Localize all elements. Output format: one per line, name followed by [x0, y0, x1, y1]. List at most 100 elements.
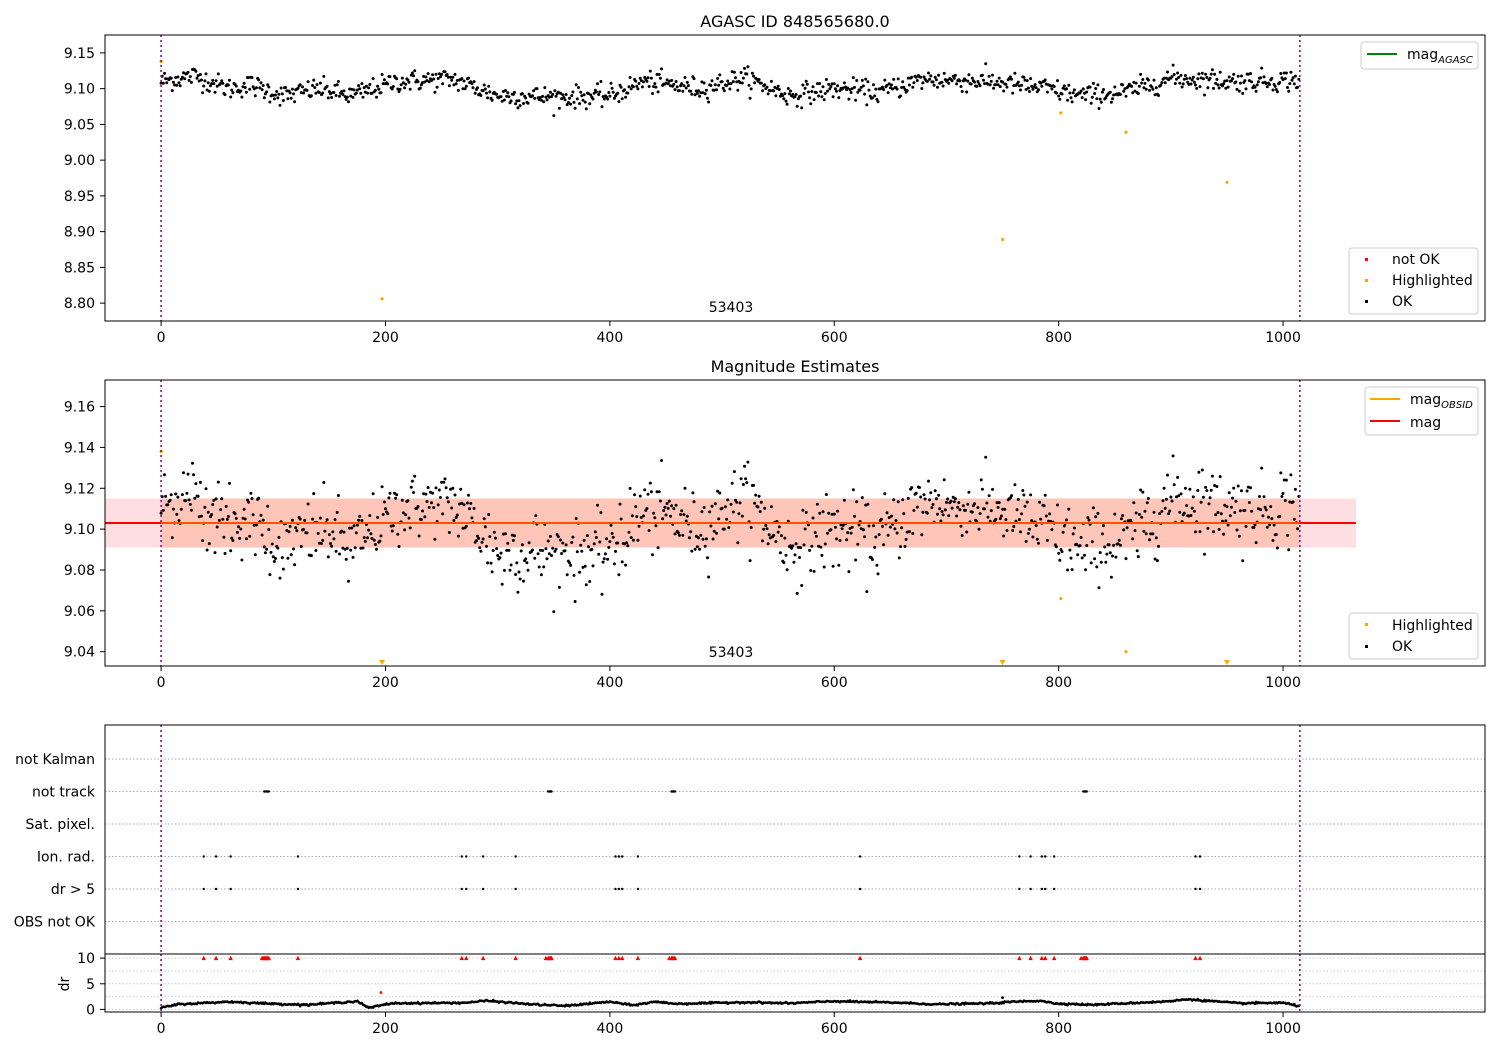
ok-point: [873, 94, 877, 98]
flag-point: [636, 855, 640, 858]
ok-point: [688, 536, 691, 540]
ok-point: [289, 96, 293, 100]
flag-point: [1194, 855, 1197, 858]
ok-point: [772, 89, 776, 93]
ok-point: [633, 493, 637, 497]
ok-point: [1243, 79, 1247, 83]
ok-point: [1180, 85, 1184, 89]
ok-point: [238, 536, 242, 540]
ok-point: [578, 570, 582, 574]
ok-point: [388, 491, 392, 495]
ok-point: [359, 546, 363, 550]
ok-point: [612, 562, 616, 566]
ok-point: [482, 517, 486, 521]
ok-point: [322, 74, 326, 78]
ok-point: [692, 77, 696, 81]
ok-point: [569, 102, 573, 106]
ok-point: [210, 82, 214, 86]
ok-point: [302, 91, 306, 95]
ok-point: [1122, 528, 1126, 532]
ok-point: [262, 545, 266, 549]
panel2-frame: [104, 379, 1486, 667]
ok-point: [672, 507, 676, 511]
ok-point: [991, 73, 994, 77]
ok-point: [1102, 524, 1105, 528]
ok-point: [563, 549, 567, 553]
ok-point: [1231, 77, 1235, 81]
ok-point: [1188, 487, 1192, 491]
dr-clipped-marker: [1193, 955, 1198, 961]
ok-point: [376, 84, 380, 88]
ok-point: [695, 92, 699, 95]
ok-point: [396, 87, 400, 91]
ok-point: [1270, 76, 1274, 80]
ok-point: [860, 496, 864, 500]
ok-point: [361, 546, 365, 550]
ok-point: [722, 527, 726, 531]
ok-point: [777, 525, 781, 529]
ok-point: [1098, 97, 1102, 101]
ok-point: [781, 94, 785, 98]
ok-point: [1160, 509, 1164, 513]
ok-point: [1071, 91, 1075, 95]
ok-point: [163, 71, 166, 75]
ok-point: [910, 486, 914, 490]
ok-point: [1279, 471, 1283, 475]
ok-point: [656, 90, 660, 94]
ok-point: [867, 88, 871, 92]
ok-point: [697, 89, 700, 93]
ok-point: [1194, 530, 1197, 534]
ok-point: [854, 98, 858, 102]
ok-point: [601, 95, 605, 99]
ok-point: [578, 102, 582, 106]
ok-point: [1241, 91, 1245, 95]
ok-point: [802, 92, 806, 95]
ok-point: [1104, 560, 1108, 564]
ok-point: [818, 511, 822, 515]
ok-point: [311, 517, 315, 521]
ok-point: [1043, 493, 1047, 497]
ok-point: [903, 544, 907, 548]
ok-point: [486, 561, 490, 565]
ok-point: [832, 82, 836, 86]
ok-point: [561, 541, 565, 545]
ok-point: [425, 500, 429, 503]
ok-point: [485, 544, 488, 548]
ok-point: [1175, 77, 1178, 81]
ok-point: [233, 512, 237, 516]
ok-point: [175, 83, 179, 87]
flag-point: [858, 887, 862, 891]
ok-point: [1197, 470, 1201, 474]
ok-point: [1090, 540, 1094, 544]
ok-point: [832, 512, 836, 516]
panel2-xtick-label-600: 600: [821, 675, 848, 691]
ok-point: [250, 497, 254, 500]
ok-point: [1097, 107, 1101, 110]
ok-point: [242, 507, 246, 511]
ok-point: [911, 532, 915, 535]
ok-point: [1149, 532, 1153, 536]
ok-point: [1157, 544, 1160, 548]
ok-point: [899, 545, 902, 549]
ok-point: [520, 543, 524, 547]
ok-point: [1260, 466, 1264, 470]
ok-point: [342, 89, 346, 93]
ok-point: [1216, 511, 1220, 514]
ok-point: [527, 541, 531, 545]
ok-point: [1158, 512, 1162, 516]
ok-point: [228, 481, 231, 485]
ok-point: [603, 552, 607, 556]
ok-point: [230, 88, 234, 92]
ok-point: [180, 493, 184, 497]
ok-point: [689, 530, 693, 534]
ok-point: [516, 106, 520, 110]
ok-point: [765, 527, 769, 531]
ok-point: [275, 90, 279, 93]
ok-point: [212, 498, 216, 502]
ok-point: [778, 551, 782, 555]
ok-point: [763, 83, 767, 87]
ok-point: [1287, 548, 1291, 552]
ok-point: [860, 78, 864, 82]
ok-point: [746, 460, 750, 464]
ok-point: [895, 87, 899, 91]
